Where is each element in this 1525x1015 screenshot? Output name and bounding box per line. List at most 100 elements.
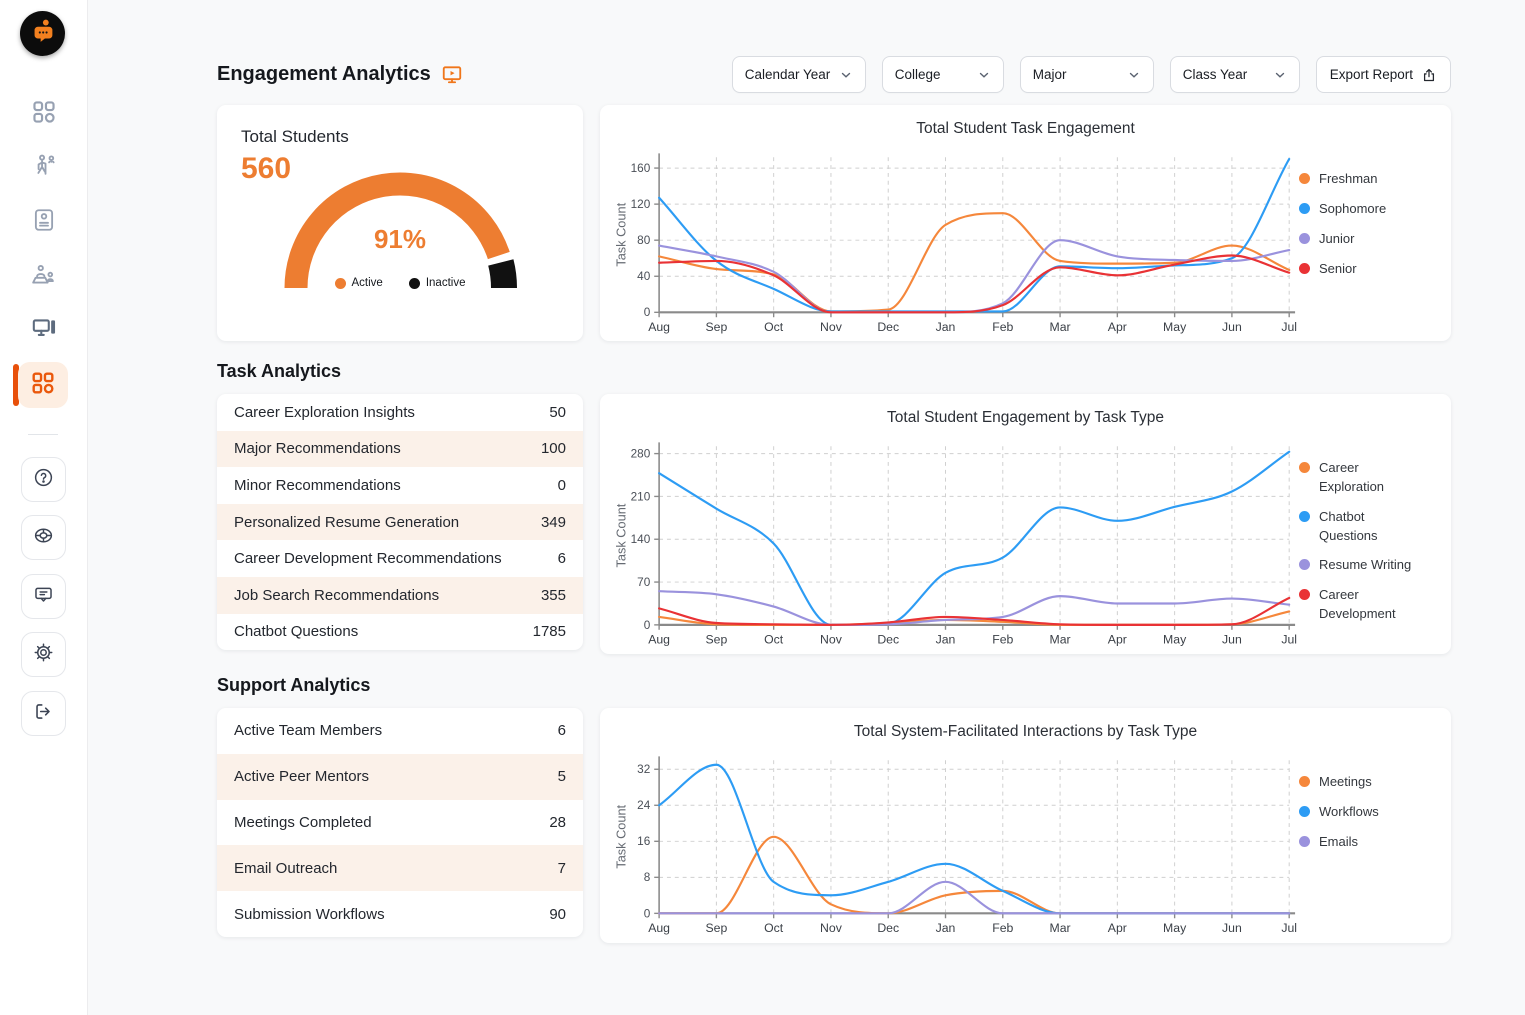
sidebar-divider (28, 434, 58, 435)
svg-text:Oct: Oct (764, 921, 784, 935)
svg-text:Jun: Jun (1222, 633, 1242, 647)
help-circle-icon (33, 467, 54, 493)
chevron-down-icon (839, 68, 853, 82)
legend-item: Career Development (1299, 586, 1441, 624)
analytics-grid-icon (30, 370, 56, 401)
gauge-legend-active: Active (334, 277, 383, 289)
gauge-legend-inactive: Inactive (408, 277, 465, 289)
chatbot-logo-icon (28, 16, 58, 51)
dropdown-label: Major (1032, 67, 1067, 82)
row-value: 6 (557, 722, 566, 740)
series-line-chatbot-questions (658, 450, 1291, 626)
chart-title: Total Student Task Engagement (916, 120, 1135, 137)
sidebar-item-career-journey[interactable] (21, 145, 67, 191)
sidebar-item-resume[interactable] (21, 199, 67, 245)
dropdown-label: College (894, 67, 941, 82)
series-line-senior (658, 254, 1291, 314)
settings-button[interactable] (21, 632, 66, 677)
sidebar-item-analytics[interactable] (18, 362, 68, 408)
svg-text:Task Count: Task Count (614, 804, 629, 868)
legend-item: Senior (1299, 260, 1441, 279)
chart-legend: Career Exploration Chatbot Questions Resum… (1299, 431, 1441, 660)
presentation-play-icon[interactable] (441, 64, 463, 86)
svg-text:8: 8 (644, 871, 651, 884)
chart-legend: Meetings Workflows Emails (1299, 745, 1441, 948)
table-row: Personalized Resume Generation 349 (217, 503, 583, 541)
svg-text:Jul: Jul (1281, 921, 1297, 935)
legend-label: Junior (1319, 230, 1355, 246)
active-nav-indicator (13, 364, 19, 406)
system-interactions-chart-card: Total System-Facilitated Interactions by… (600, 708, 1451, 943)
legend-item: Emails (1299, 833, 1441, 852)
total-students-title: Total Students (241, 127, 349, 146)
sidebar-item-dashboard[interactable] (21, 91, 67, 137)
row-label: Major Recommendations (234, 440, 401, 458)
svg-text:Dec: Dec (877, 921, 899, 935)
svg-text:May: May (1163, 633, 1187, 647)
svg-text:Dec: Dec (877, 633, 899, 647)
row-value: 5 (557, 768, 566, 786)
legend-item: Meetings (1299, 773, 1441, 792)
page-header: Engagement Analytics Calendar Year (217, 56, 1451, 93)
svg-text:Feb: Feb (992, 320, 1013, 334)
chart-title: Total System-Facilitated Interactions by… (853, 723, 1198, 740)
workstation-icon (31, 315, 57, 346)
svg-text:91%: 91% (374, 224, 426, 254)
feedback-button[interactable] (21, 574, 66, 619)
svg-text:160: 160 (631, 162, 651, 175)
sidebar-item-workstation[interactable] (21, 307, 67, 353)
legend-dot (1299, 805, 1310, 817)
series-line-sophomore (658, 157, 1291, 313)
svg-text:Feb: Feb (992, 921, 1013, 935)
engagement-by-task-type-chart-card: Total Student Engagement by Task Type 0 70… (600, 394, 1451, 654)
table-row: Major Recommendations 100 (217, 430, 583, 468)
sidebar (0, 0, 88, 1015)
row-value: 28 (549, 813, 566, 831)
series-line-emails (658, 880, 1291, 915)
help-button[interactable] (21, 457, 66, 502)
resume-card-icon (31, 207, 57, 238)
export-report-button[interactable]: Export Report (1315, 56, 1451, 93)
svg-text:Aug: Aug (648, 633, 670, 647)
task-analytics-table: Career Exploration Insights 50 Major Recom… (217, 394, 583, 651)
major-dropdown[interactable]: Major (1019, 56, 1154, 93)
page-title: Engagement Analytics (217, 63, 431, 85)
svg-text:0: 0 (644, 619, 651, 632)
svg-text:16: 16 (637, 835, 651, 848)
chart-legend: Freshman Sophomore Junior Senior (1299, 142, 1441, 347)
svg-text:Task Count: Task Count (614, 202, 629, 266)
sidebar-item-mentorship[interactable] (21, 254, 67, 300)
settings-gear-icon (33, 642, 54, 668)
mentorship-icon (31, 262, 57, 293)
logout-icon (33, 701, 54, 727)
svg-text:Sep: Sep (705, 921, 727, 935)
svg-text:40: 40 (637, 270, 651, 283)
active-legend-dot (334, 277, 346, 289)
row-label: Submission Workflows (234, 905, 385, 923)
table-row: Submission Workflows 90 (217, 891, 583, 937)
legend-label: Meetings (1319, 774, 1372, 789)
class-year-dropdown[interactable]: Class Year (1169, 56, 1300, 93)
row-label: Job Search Recommendations (234, 586, 440, 604)
series-line-career-development (658, 596, 1291, 626)
calendar-year-dropdown[interactable]: Calendar Year (731, 56, 866, 93)
svg-text:Mar: Mar (1050, 320, 1071, 334)
line-chart-canvas: 0 40 80 120 160 Aug Sep Oct Nov Dec Jan Feb Mar Apr Ma… (614, 153, 1297, 334)
svg-text:24: 24 (637, 799, 651, 812)
table-row: Email Outreach 7 (217, 845, 583, 892)
table-row: Active Team Members 6 (217, 708, 583, 754)
task-analytics-heading: Task Analytics (217, 361, 342, 381)
series-line-resume-writing (658, 590, 1291, 626)
college-dropdown[interactable]: College (881, 56, 1004, 93)
legend-dot (1299, 559, 1310, 571)
svg-text:May: May (1163, 921, 1187, 935)
legend-label: Resume Writing (1319, 557, 1412, 573)
support-button[interactable] (21, 515, 66, 560)
legend-dot (1299, 232, 1310, 244)
logout-button[interactable] (21, 691, 66, 736)
row-label: Career Development Recommendations (234, 550, 502, 568)
row-value: 50 (549, 403, 566, 421)
legend-dot (1299, 202, 1310, 214)
app-logo[interactable] (20, 11, 65, 56)
legend-item: Chatbot Questions (1299, 508, 1441, 546)
